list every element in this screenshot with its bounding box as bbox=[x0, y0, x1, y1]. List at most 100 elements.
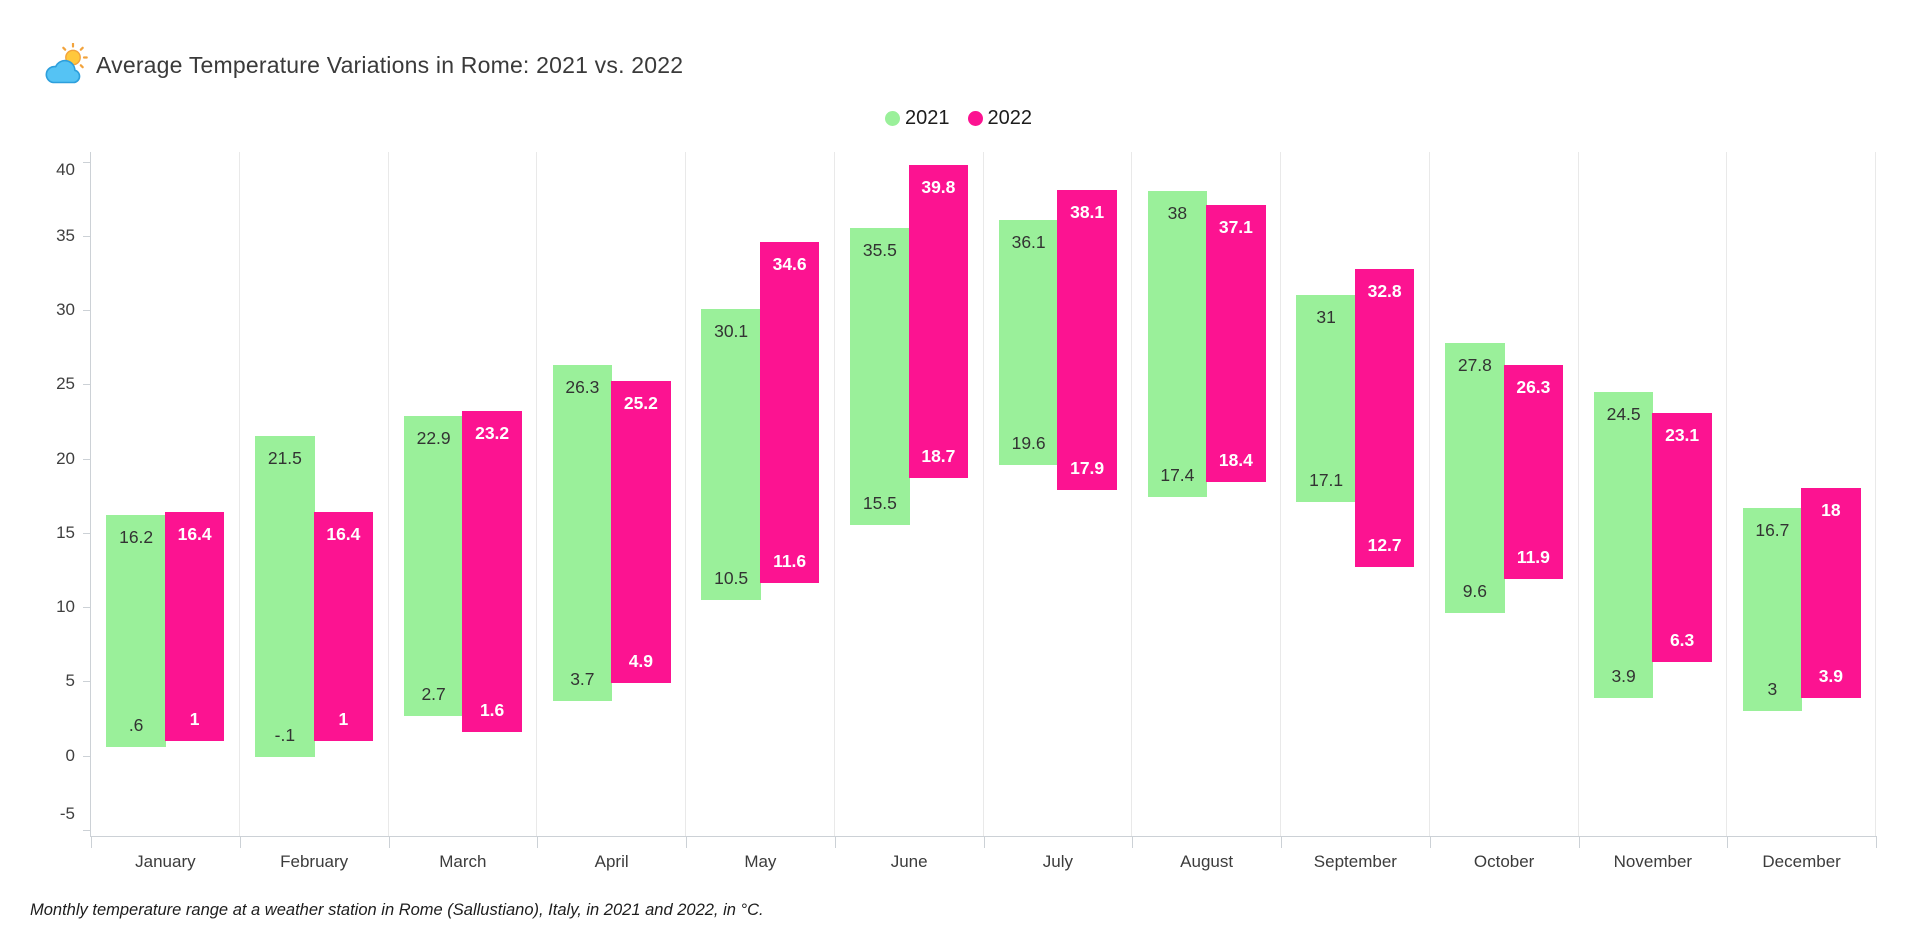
bar-label-min: 11.9 bbox=[1516, 546, 1550, 567]
bar-2021-february[interactable]: 21.5 -.1 bbox=[255, 436, 315, 758]
y-axis-tick bbox=[83, 235, 91, 237]
bar-label-max: 31 bbox=[1316, 307, 1336, 328]
bar-2022-may[interactable]: 34.6 11.6 bbox=[759, 241, 820, 584]
y-axis-label: 10 bbox=[56, 597, 75, 617]
category-divider bbox=[1131, 152, 1133, 836]
category-divider bbox=[238, 152, 240, 836]
bar-2021-december[interactable]: 16.7 3 bbox=[1742, 507, 1803, 712]
category-divider bbox=[833, 152, 835, 836]
bar-label-min: -.1 bbox=[274, 725, 296, 746]
bar-2022-june[interactable]: 39.8 18.7 bbox=[908, 164, 969, 478]
bar-label-max: 16.4 bbox=[177, 524, 212, 545]
bar-label-min: 18.4 bbox=[1218, 450, 1253, 471]
x-axis-tick bbox=[1578, 836, 1580, 848]
bar-label-min: 4.9 bbox=[628, 650, 654, 671]
bar-2021-april[interactable]: 26.3 3.7 bbox=[552, 365, 613, 701]
bar-label-max: 36.1 bbox=[1011, 231, 1046, 252]
x-axis-tick bbox=[1876, 836, 1877, 848]
x-axis-tick bbox=[91, 836, 92, 848]
bar-label-max: 22.9 bbox=[416, 427, 451, 448]
bar-label-min: 3.7 bbox=[570, 668, 595, 689]
bar-label-max: 16.4 bbox=[326, 524, 361, 545]
bar-2021-july[interactable]: 36.1 19.6 bbox=[998, 219, 1059, 465]
y-axis-tick bbox=[83, 458, 91, 460]
bar-label-max: 25.2 bbox=[623, 393, 658, 414]
bar-2021-august[interactable]: 38 17.4 bbox=[1147, 191, 1208, 498]
x-axis-label-april: April bbox=[594, 852, 629, 871]
x-axis-label-march: March bbox=[439, 852, 487, 871]
bar-2021-october[interactable]: 27.8 9.6 bbox=[1445, 342, 1505, 614]
bar-2021-january[interactable]: 16.2 .6 bbox=[106, 515, 166, 747]
y-axis-label: 35 bbox=[56, 225, 75, 245]
bar-label-min: 10.5 bbox=[714, 567, 749, 588]
y-axis-tick bbox=[83, 607, 91, 609]
x-axis-tick bbox=[1727, 836, 1729, 848]
bar-2021-september[interactable]: 31 17.1 bbox=[1296, 295, 1356, 502]
bar-2022-november[interactable]: 23.1 6.3 bbox=[1652, 412, 1712, 663]
bar-2022-july[interactable]: 38.1 17.9 bbox=[1057, 189, 1117, 490]
bar-2022-february[interactable]: 16.4 1 bbox=[313, 512, 374, 741]
category-divider bbox=[387, 152, 389, 836]
legend-item-2021[interactable]: 2021 bbox=[885, 107, 950, 130]
y-axis-label: 20 bbox=[56, 448, 75, 468]
x-axis-tick bbox=[1429, 836, 1431, 848]
bar-label-min: 19.6 bbox=[1011, 432, 1046, 453]
category-divider bbox=[685, 152, 686, 836]
legend-swatch-2021-icon bbox=[885, 111, 900, 126]
x-axis-label-january: January bbox=[135, 852, 196, 871]
y-axis-label: 25 bbox=[56, 374, 75, 394]
bar-label-min: 2.7 bbox=[421, 683, 446, 704]
legend-swatch-2022-icon bbox=[967, 111, 983, 126]
category-divider bbox=[1577, 152, 1579, 836]
category-divider bbox=[1726, 152, 1728, 836]
y-axis-tick bbox=[83, 384, 91, 386]
bar-label-max: 16.7 bbox=[1755, 519, 1790, 540]
x-axis-label-september: September bbox=[1313, 852, 1397, 871]
x-axis-tick bbox=[983, 836, 985, 848]
x-axis-tick bbox=[239, 836, 241, 848]
bar-label-min: 3 bbox=[1767, 679, 1778, 700]
bar-label-max: 30.1 bbox=[714, 320, 749, 341]
bar-2022-august[interactable]: 37.1 18.4 bbox=[1206, 204, 1266, 483]
chart-title-row: Average Temperature Variations in Rome: … bbox=[42, 42, 683, 88]
bar-label-max: 38.1 bbox=[1070, 201, 1105, 222]
plot-area: 40 35 30 25 20 15 10 5 0 -5 January February March Ap… bbox=[56, 152, 1877, 871]
bar-label-max: 23.2 bbox=[475, 423, 510, 444]
sun-behind-cloud-icon bbox=[42, 43, 90, 87]
bar-label-max: 38 bbox=[1167, 203, 1188, 224]
y-axis-tick bbox=[83, 161, 91, 163]
bar-2022-october[interactable]: 26.3 11.9 bbox=[1503, 365, 1564, 579]
y-axis-tick bbox=[83, 755, 91, 757]
bar-2021-march[interactable]: 22.9 2.7 bbox=[403, 415, 464, 716]
category-divider bbox=[982, 152, 984, 836]
y-axis-label: 0 bbox=[65, 745, 75, 765]
x-axis-tick bbox=[537, 836, 539, 848]
bar-label-max: 32.8 bbox=[1367, 280, 1402, 301]
legend: 2021 2022 bbox=[0, 107, 1917, 130]
bar-2022-march[interactable]: 23.2 1.6 bbox=[462, 411, 522, 732]
y-axis-tick bbox=[83, 829, 91, 831]
x-axis-label-august: August bbox=[1180, 852, 1234, 871]
bar-label-min: 3.9 bbox=[1611, 665, 1636, 686]
bar-label-max: 18 bbox=[1821, 500, 1841, 521]
y-axis-tick bbox=[83, 532, 91, 534]
bar-2022-april[interactable]: 25.2 4.9 bbox=[611, 381, 671, 683]
bar-label-min: 12.7 bbox=[1367, 535, 1402, 556]
y-axis-label: 30 bbox=[56, 300, 75, 320]
bar-2022-september[interactable]: 32.8 12.7 bbox=[1354, 268, 1415, 568]
bar-2022-january[interactable]: 16.4 1 bbox=[164, 512, 225, 741]
legend-item-2022[interactable]: 2022 bbox=[967, 107, 1032, 130]
category-divider bbox=[1280, 152, 1281, 836]
x-axis-label-december: December bbox=[1762, 852, 1841, 871]
chart-title: Average Temperature Variations in Rome: … bbox=[96, 51, 684, 78]
bar-label-max: 21.5 bbox=[267, 448, 302, 469]
category-divider bbox=[1428, 152, 1430, 836]
bar-label-min: 9.6 bbox=[1462, 581, 1488, 602]
bar-label-max: 26.3 bbox=[1516, 377, 1551, 398]
bar-2022-december[interactable]: 18 3.9 bbox=[1801, 488, 1861, 698]
bar-label-min: 18.7 bbox=[921, 445, 956, 466]
bar-2021-june[interactable]: 35.5 15.5 bbox=[850, 228, 910, 526]
bar-2021-november[interactable]: 24.5 3.9 bbox=[1593, 391, 1654, 698]
bar-2021-may[interactable]: 30.1 10.5 bbox=[701, 308, 761, 600]
y-axis-label: -5 bbox=[59, 804, 75, 823]
